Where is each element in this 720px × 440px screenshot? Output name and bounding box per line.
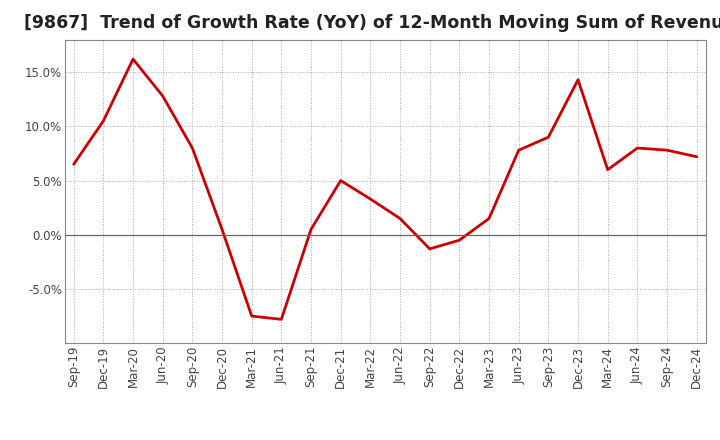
- Title: [9867]  Trend of Growth Rate (YoY) of 12-Month Moving Sum of Revenues: [9867] Trend of Growth Rate (YoY) of 12-…: [24, 15, 720, 33]
